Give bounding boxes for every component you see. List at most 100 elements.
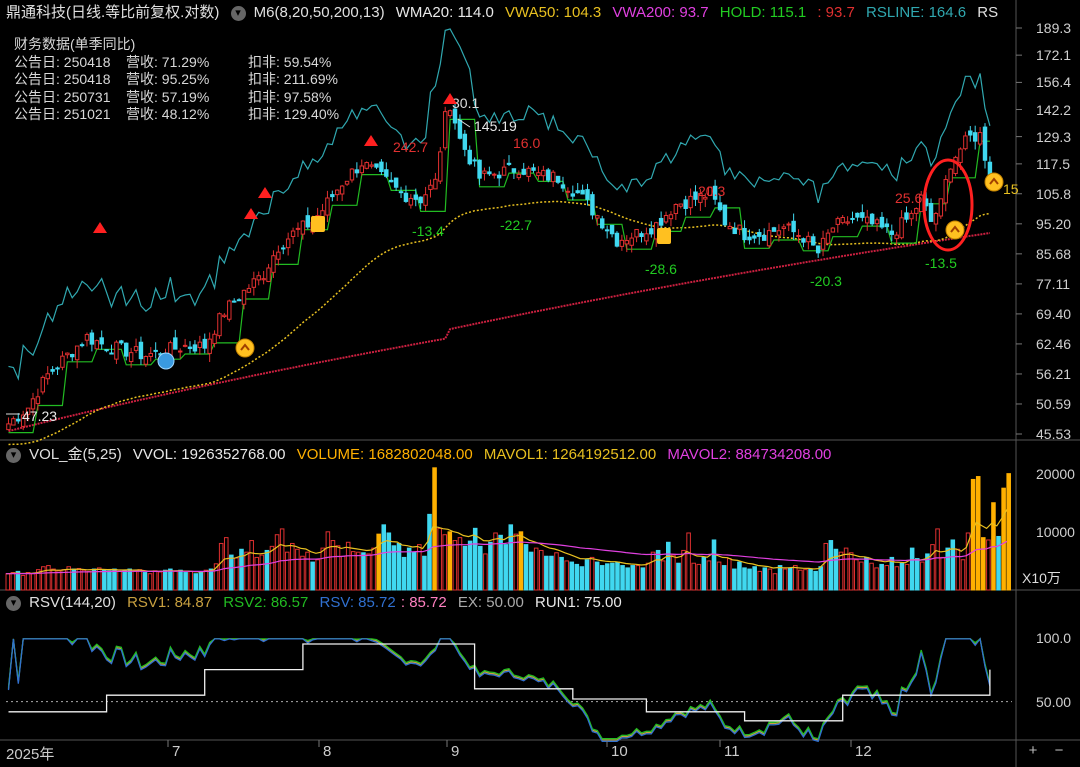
- x-tick: 10: [611, 743, 628, 760]
- volume-bar: [112, 568, 117, 591]
- price-tick: 105.8: [1036, 185, 1072, 202]
- volume-bar: [716, 561, 722, 591]
- volume-bar: [345, 541, 351, 591]
- mavol1-label: MAVOL1: 1264192512.00: [483, 446, 657, 463]
- signal-triangle-icon: [364, 135, 378, 146]
- volume-bar: [732, 568, 737, 591]
- settings-icon[interactable]: ▾: [230, 6, 246, 21]
- candle-body: [938, 198, 944, 217]
- candle-body: [815, 245, 821, 254]
- volume-bar: [290, 542, 295, 591]
- candle-body: [874, 219, 880, 225]
- volume-bar: [223, 537, 229, 591]
- price-tick: 69.40: [1036, 305, 1072, 322]
- candle-body: [20, 414, 26, 427]
- candle-body: [791, 220, 796, 233]
- volume-bar: [686, 532, 691, 591]
- candle-body: [398, 191, 404, 194]
- volume-bar: [975, 476, 981, 591]
- volume-bar: [239, 548, 244, 591]
- volume-bar: [51, 568, 56, 591]
- volume-bar: [554, 552, 559, 591]
- volume-bar: [264, 549, 270, 591]
- candle-body: [305, 215, 311, 228]
- highlight-circle: [922, 158, 974, 252]
- volume-bar: [335, 545, 341, 591]
- candle-body: [74, 345, 80, 361]
- x-tick: 11: [724, 743, 740, 760]
- candle-body: [99, 337, 104, 345]
- price-annotation: 25.6: [895, 190, 922, 206]
- volume-bar: [1001, 487, 1006, 591]
- volume-bar: [940, 556, 945, 591]
- candle-body: [771, 227, 777, 232]
- candle-body: [825, 232, 831, 244]
- volume-bar: [640, 567, 646, 591]
- candle-body: [261, 278, 266, 281]
- vol-name[interactable]: VOL_金(5,25): [29, 446, 122, 463]
- volume-bar: [787, 567, 793, 591]
- candle-body: [776, 230, 782, 236]
- rsv-name[interactable]: RSV(144,20): [29, 594, 116, 611]
- candle-body: [359, 165, 364, 174]
- candle-body: [413, 194, 418, 200]
- candle-body: [649, 228, 654, 235]
- settings-icon[interactable]: ▾: [6, 596, 21, 611]
- volume-bar: [503, 544, 508, 591]
- vwa50-label: VWA50: 104.3: [505, 4, 602, 21]
- candle-body: [820, 237, 826, 250]
- candle-body: [25, 407, 31, 415]
- candle-body: [222, 314, 227, 318]
- volume-bar: [864, 556, 869, 591]
- zoom-in-button[interactable]: +: [1028, 742, 1038, 759]
- volume-bar: [726, 558, 732, 591]
- volume-bar: [198, 572, 204, 591]
- candle-body: [536, 172, 541, 177]
- candle-body: [845, 221, 850, 224]
- volume-unit: X10万: [1010, 568, 1080, 588]
- volume-bar: [559, 556, 564, 591]
- candle-body: [452, 108, 458, 124]
- volume-bar: [742, 567, 747, 591]
- volume-bar: [406, 547, 412, 591]
- candle-body: [138, 341, 144, 360]
- candle-body: [45, 373, 50, 380]
- volume-bar: [625, 567, 630, 591]
- volume-bar: [899, 562, 905, 591]
- volume-bar: [960, 559, 966, 591]
- candle-body: [894, 234, 899, 240]
- candle-body: [295, 227, 301, 230]
- volume-bar: [925, 553, 930, 591]
- candle-body: [428, 184, 433, 190]
- volume-bar: [229, 554, 234, 591]
- rsv-header: ▾ RSV(144,20) RSV1: 84.87 RSV2: 86.57 RS…: [6, 592, 629, 614]
- zoom-out-button[interactable]: −: [1054, 742, 1064, 759]
- volume-bar: [818, 566, 823, 591]
- candle-body: [521, 168, 526, 175]
- candle-body: [40, 376, 46, 393]
- volume-bar: [762, 567, 768, 591]
- candle-body: [639, 233, 644, 237]
- settings-icon[interactable]: ▾: [6, 448, 21, 463]
- price-tick: 156.4: [1036, 74, 1072, 91]
- ma-label[interactable]: M6(8,20,50,200,13): [253, 4, 385, 21]
- volume-bar: [884, 565, 890, 591]
- volume-bar: [528, 551, 534, 591]
- volume-bar: [295, 548, 300, 591]
- rsv-tick: 50.00: [1036, 693, 1072, 710]
- volume-bar: [152, 570, 158, 591]
- candle-body: [70, 354, 75, 358]
- run1-series: [8, 643, 991, 722]
- volume-bar: [935, 528, 940, 591]
- candle-body: [619, 239, 625, 247]
- volume-bar: [361, 552, 366, 591]
- main-header: 鼎通科技(日线.等比前复权.对数) ▾ M6(8,20,50,200,13) W…: [6, 2, 1005, 24]
- candle-body: [104, 349, 109, 352]
- hold-series: [8, 118, 990, 434]
- candle-body: [580, 189, 585, 195]
- high-price-label: 145.19: [474, 118, 517, 134]
- chevron-up-icon: [950, 225, 960, 233]
- candle-body: [231, 300, 237, 303]
- candle-body: [447, 110, 453, 117]
